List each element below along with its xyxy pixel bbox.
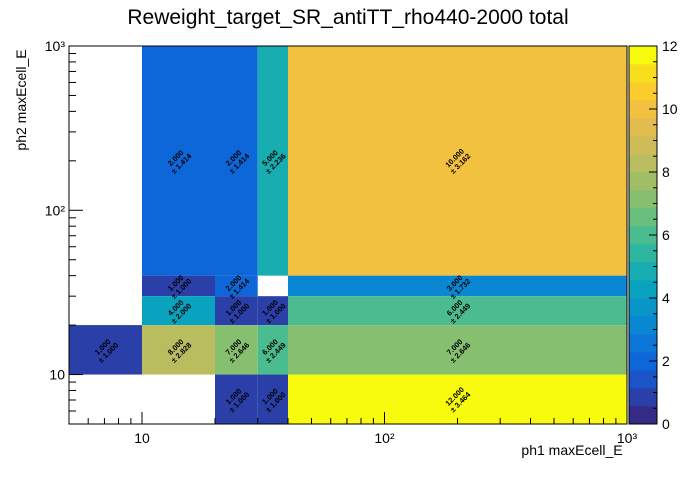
plot-border bbox=[68, 45, 628, 425]
colorbar-swatch bbox=[629, 208, 657, 227]
colorbar-swatch bbox=[629, 298, 657, 317]
heatmap-cell bbox=[69, 325, 142, 375]
colorbar-swatch bbox=[629, 154, 657, 173]
x-tick-label: 10² bbox=[374, 430, 395, 446]
colorbar-swatch bbox=[629, 244, 657, 263]
x-axis-label: ph1 maxEcell_E bbox=[521, 442, 622, 458]
heatmap-cell bbox=[214, 296, 258, 326]
heatmap-cell bbox=[214, 46, 258, 276]
colorbar-swatch bbox=[629, 406, 657, 425]
colorbar-swatch bbox=[629, 118, 657, 137]
colorbar-tick-label: 2 bbox=[662, 353, 670, 369]
y-axis-label: ph2 maxEcell_E bbox=[13, 49, 29, 150]
y-tick-label: 10 bbox=[49, 367, 65, 383]
heatmap-cell bbox=[257, 296, 288, 326]
colorbar-swatch bbox=[629, 316, 657, 335]
heatmap-cell bbox=[287, 275, 627, 297]
colorbar-swatch bbox=[629, 334, 657, 353]
colorbar-swatch bbox=[629, 100, 657, 119]
heatmap-cell bbox=[141, 46, 215, 276]
heatmap-cells bbox=[69, 46, 627, 424]
colorbar-swatch bbox=[629, 46, 657, 65]
heatmap-cell bbox=[141, 296, 215, 326]
heatmap-cell bbox=[214, 275, 258, 297]
colorbar-swatch bbox=[629, 388, 657, 407]
colorbar-swatch bbox=[629, 352, 657, 371]
heatmap-cell bbox=[257, 374, 288, 424]
heatmap-cell bbox=[257, 325, 288, 375]
heatmap-cell bbox=[287, 46, 627, 276]
heatmap-cell bbox=[257, 46, 288, 276]
plot-frame bbox=[68, 45, 628, 425]
colorbar-swatch bbox=[629, 262, 657, 281]
axes: 10 10 10² 10² 10³ 10³ bbox=[45, 38, 638, 446]
colorbar-tick-label: 12 bbox=[662, 38, 678, 54]
colorbar-swatch bbox=[629, 136, 657, 155]
y-tick-label: 10² bbox=[45, 202, 66, 218]
colorbar-tick-label: 4 bbox=[662, 290, 670, 306]
colorbar-tick-label: 6 bbox=[662, 227, 670, 243]
heatmap-cell bbox=[141, 275, 215, 297]
colorbar-swatch bbox=[629, 82, 657, 101]
x-tick-label: 10³ bbox=[617, 430, 638, 446]
colorbar-tick-label: 10 bbox=[662, 101, 678, 117]
colorbar-tick-label: 0 bbox=[662, 416, 670, 432]
y-tick-label: 10³ bbox=[45, 38, 66, 54]
colorbar-swatch bbox=[629, 226, 657, 245]
heatmap-cell bbox=[141, 325, 215, 375]
heatmap-cell bbox=[287, 296, 627, 326]
colorbar-swatch bbox=[629, 370, 657, 389]
colorbar-tick-label: 8 bbox=[662, 164, 670, 180]
colorbar: 0 2 4 6 8 10 12 bbox=[628, 38, 678, 432]
colorbar-swatch bbox=[629, 190, 657, 209]
colorbar-swatch bbox=[629, 172, 657, 191]
heatmap-cell bbox=[214, 374, 258, 424]
heatmap-cell bbox=[287, 325, 627, 375]
x-tick-label: 10 bbox=[134, 430, 150, 446]
heatmap-cell bbox=[214, 325, 258, 375]
colorbar-swatch bbox=[629, 280, 657, 299]
colorbar-swatch bbox=[629, 64, 657, 83]
chart-title: Reweight_target_SR_antiTT_rho440-2000 to… bbox=[127, 6, 568, 29]
heatmap-cell bbox=[287, 374, 627, 424]
